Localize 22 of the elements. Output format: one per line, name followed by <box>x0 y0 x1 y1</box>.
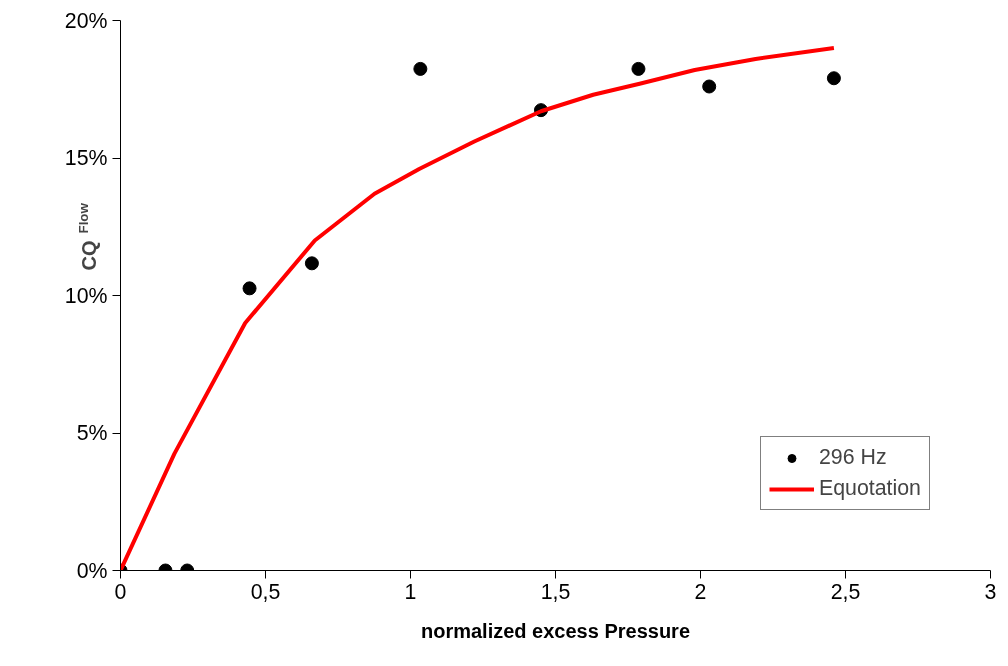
x-tick-label: 0,5 <box>250 579 281 604</box>
legend-label: Equotation <box>819 476 921 501</box>
legend-label: 296 Hz <box>819 445 887 470</box>
x-axis-title: normalized excess Pressure <box>420 619 691 642</box>
x-tick-label: 1,5 <box>540 579 571 604</box>
point <box>242 281 257 296</box>
x-tick-label: 2 <box>694 579 707 604</box>
y-tick-label: 5% <box>76 421 108 445</box>
x-tick-label: 3 <box>984 579 997 604</box>
y-tick-label: 20% <box>64 8 108 33</box>
point <box>304 256 319 271</box>
point <box>413 61 428 76</box>
y-tick-label: 0% <box>76 558 108 583</box>
y-tick-label: 10% <box>64 283 108 308</box>
y-tick-label: 15% <box>64 146 108 170</box>
point <box>631 61 646 76</box>
point <box>826 71 841 86</box>
y-axis-title: CQFlow <box>75 202 100 271</box>
point <box>702 79 717 94</box>
x-tick-label: 1 <box>404 579 417 604</box>
x-tick-label: 2,5 <box>830 579 861 604</box>
x-tick-label: 0 <box>114 579 127 604</box>
